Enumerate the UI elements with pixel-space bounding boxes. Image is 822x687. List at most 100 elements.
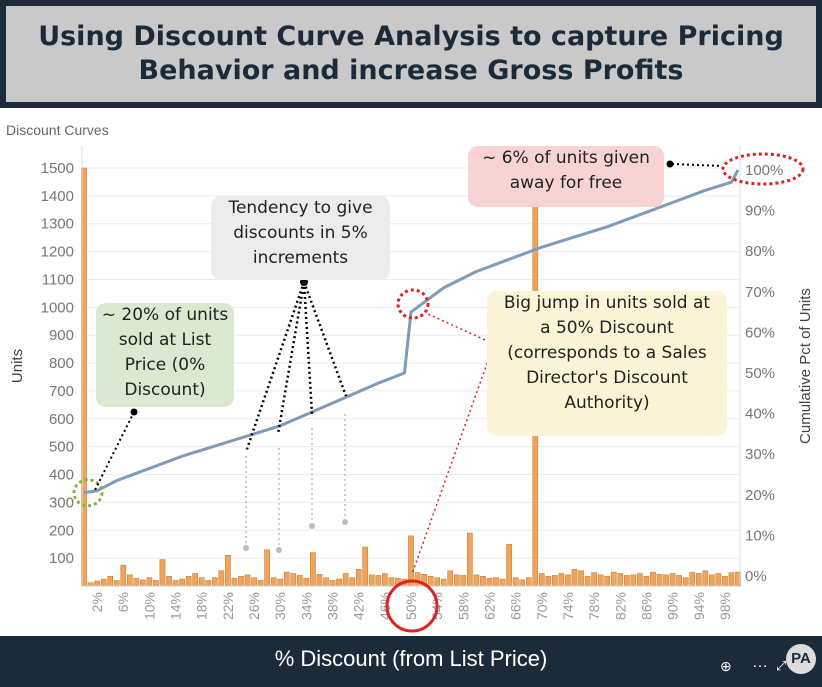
bar [643, 575, 650, 587]
y-tick-label: 600 [49, 411, 74, 428]
x-tick-label: 98% [717, 592, 733, 620]
expand-icon[interactable]: ⤢ [776, 658, 787, 673]
bar [94, 580, 100, 587]
bar [676, 575, 682, 587]
bar [244, 574, 251, 587]
bar [264, 549, 270, 587]
annotation-line: Authority) [564, 393, 650, 413]
list-price-arrow-dot [130, 408, 138, 416]
x-tick-label: 2% [89, 592, 105, 612]
y-tick-label: 1000 [41, 299, 74, 316]
bar [630, 574, 637, 587]
y-tick-label: 500 [49, 439, 74, 456]
increment-arrow [302, 281, 348, 397]
annotation-line: Director's Discount [526, 368, 688, 388]
increment-arrow-dot [300, 278, 308, 286]
bar [473, 574, 480, 587]
cumulative-line-series [83, 169, 740, 495]
y-tick-label: 300 [49, 494, 74, 511]
bar [349, 577, 355, 587]
bar [329, 580, 336, 587]
increment-guide-dot [243, 545, 249, 551]
bar [447, 570, 454, 587]
bar [486, 577, 493, 587]
increment-guide-dot [309, 523, 315, 529]
bar [198, 577, 205, 587]
bar [257, 580, 264, 587]
bar [159, 559, 166, 587]
y-tick-label: 1200 [41, 244, 74, 261]
y2-tick-label: 30% [745, 446, 775, 463]
y-tick-label: 1400 [41, 188, 74, 205]
annotation-markers [72, 152, 805, 633]
bar [277, 578, 284, 587]
y-tick-label: 1500 [41, 160, 74, 177]
x-tick-label: 38% [325, 592, 341, 620]
x-tick-label: 94% [691, 592, 707, 620]
x-axis-title: % Discount (from List Price) [274, 646, 548, 671]
bar [434, 577, 441, 587]
title-line-1: Using Discount Curve Analysis to capture… [38, 21, 784, 52]
bar [669, 573, 676, 587]
free-units-highlight-circle [721, 152, 805, 186]
x-tick-label: 90% [665, 592, 681, 620]
cumulative-line [83, 169, 740, 495]
x-tick-label: 34% [298, 592, 314, 620]
zoom-icon[interactable]: ⊕ [720, 658, 732, 674]
bar [342, 573, 349, 587]
y2-tick-label: 50% [745, 365, 775, 382]
x-tick-label: 82% [612, 592, 628, 620]
annotation-free-units: ~ 6% of units given away for free [468, 146, 664, 207]
x-tick-label: 10% [141, 592, 157, 620]
bar [715, 573, 722, 587]
bar [545, 575, 552, 587]
bar [100, 578, 107, 587]
bar [205, 580, 212, 587]
bar [192, 573, 199, 587]
free-units-arrow [671, 163, 723, 167]
annotation-line: away for free [509, 173, 623, 193]
bar [512, 577, 519, 587]
bar [656, 574, 663, 587]
bar [623, 575, 630, 587]
x-tick-label: 74% [560, 592, 576, 620]
bar [506, 543, 512, 587]
annotation-line: a 50% Discount [540, 318, 674, 338]
list-price-highlight-circle [72, 478, 104, 508]
bar [153, 580, 159, 587]
bar [146, 577, 153, 587]
x-tick-label: 50% [403, 592, 419, 620]
bar [355, 569, 362, 587]
bar [140, 579, 146, 587]
bar [682, 577, 689, 587]
logo: PA [786, 644, 816, 674]
bar [440, 578, 447, 587]
bar [290, 573, 297, 587]
bar [316, 574, 323, 587]
chart-subtitle: Discount Curves [6, 122, 109, 138]
bar [172, 580, 179, 587]
bar [179, 578, 185, 587]
bar [251, 577, 257, 587]
bar [604, 575, 611, 587]
bar [597, 574, 604, 587]
bar [728, 572, 735, 587]
bar [565, 574, 571, 587]
title-banner: Using Discount Curve Analysis to capture… [0, 0, 822, 108]
bar [238, 575, 244, 587]
bar [310, 552, 316, 587]
bar [453, 574, 460, 587]
bar [558, 573, 565, 587]
y2-tick-label: 70% [745, 284, 775, 301]
free-units-arrow-dot [666, 160, 674, 168]
increment-guide-dot [276, 547, 282, 553]
bar [552, 575, 558, 587]
annotation-line: Big jump in units sold at [503, 293, 711, 313]
bar [185, 575, 192, 587]
y-tick-label: 900 [49, 327, 74, 344]
bar [211, 577, 218, 587]
axes: 100 200 300 400 500 600 700 800 900 1000 1100 1200 1… [9, 146, 814, 620]
more-options-icon[interactable]: … [752, 654, 768, 671]
y-tick-label: 800 [49, 355, 74, 372]
bar [708, 574, 715, 587]
